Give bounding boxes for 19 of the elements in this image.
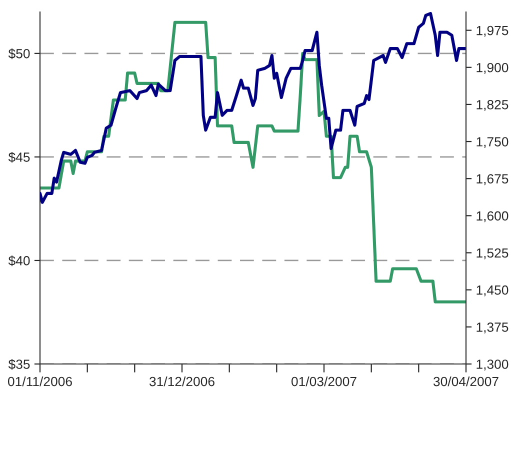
x-tick-label: 30/04/2007 — [433, 376, 498, 386]
y2-tick-label: 1,600 — [476, 211, 508, 222]
y2-tick-label: 1,975 — [476, 26, 508, 37]
y-tick-label: $45 — [8, 152, 30, 163]
y2-tick-label: 1,750 — [476, 137, 508, 148]
y-tick-label: $40 — [8, 255, 30, 266]
y2-tick-label: 1,900 — [476, 62, 508, 74]
y-tick-label: $35 — [8, 359, 30, 370]
y2-tick-label: 1,825 — [476, 100, 508, 111]
y2-tick-label: 1,675 — [476, 174, 508, 186]
x-tick-label: 31/12/2006 — [149, 376, 214, 386]
y2-tick-label: 1,450 — [476, 285, 508, 296]
y2-tick-label: 1,300 — [476, 360, 508, 370]
y-tick-label: $50 — [8, 48, 30, 60]
x-tick-label: 01/03/2007 — [292, 376, 356, 386]
line-series — [40, 12, 466, 204]
y2-tick-label: 1,375 — [476, 322, 508, 334]
y2-tick-label: 1,525 — [476, 248, 508, 260]
x-tick-label: 01/11/2006 — [8, 376, 72, 386]
